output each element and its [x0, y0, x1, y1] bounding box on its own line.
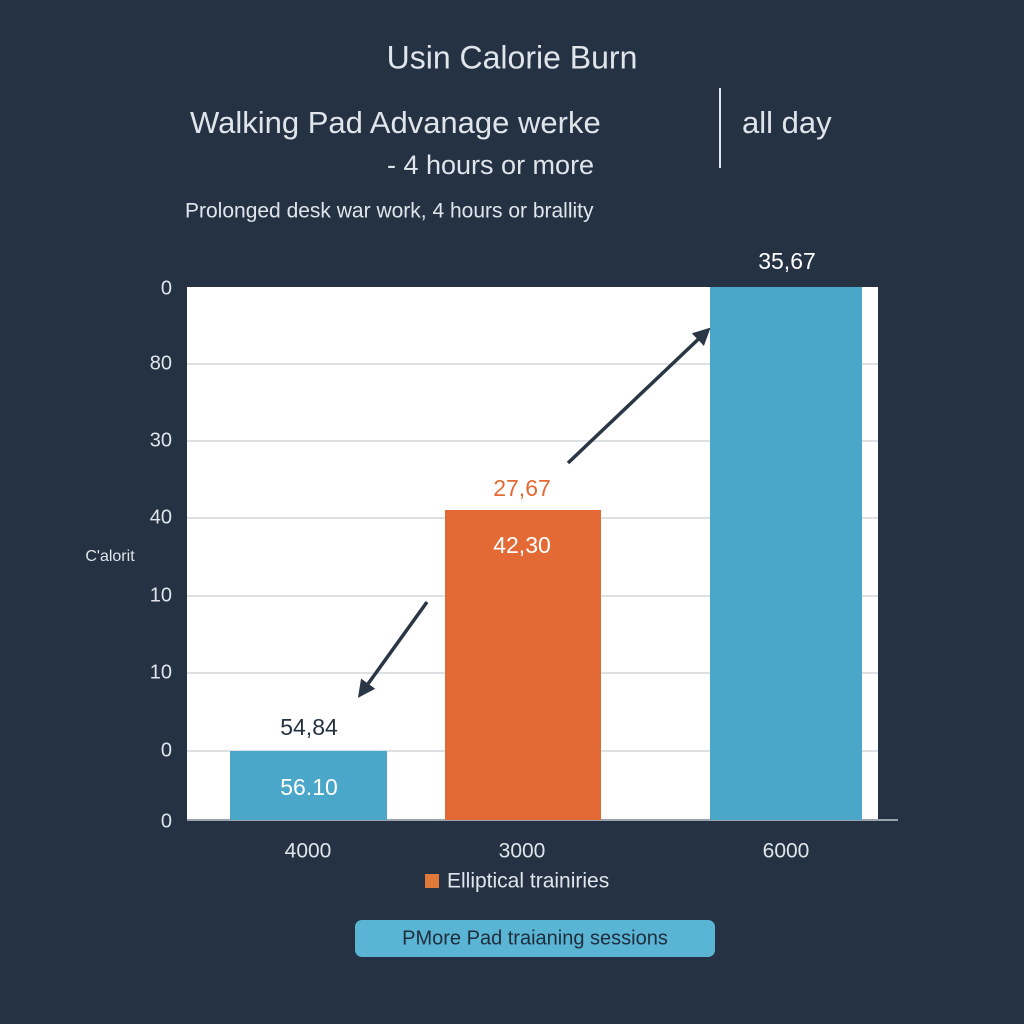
- x-tick-label: 6000: [763, 840, 810, 863]
- button-label[interactable]: PMore Pad traianing sessions: [402, 927, 668, 949]
- y-tick-label: 40: [150, 506, 172, 528]
- x-tick-label: 3000: [499, 840, 546, 863]
- button-background[interactable]: [355, 920, 715, 957]
- description: Prolonged desk war work, 4 hours or bral…: [185, 200, 594, 223]
- y-tick-label: 10: [150, 661, 172, 683]
- y-tick-label: 10: [150, 584, 172, 606]
- legend-swatch: [425, 874, 439, 888]
- y-axis-title: C'alorit: [85, 548, 135, 565]
- side-note: all day: [742, 105, 832, 140]
- subtitle: Walking Pad Advanage werke: [190, 105, 601, 140]
- button[interactable]: PMore Pad traianing sessions: [355, 920, 715, 957]
- legend-label: Elliptical trainiries: [447, 870, 609, 893]
- bar-top-label: 27,67: [493, 475, 551, 501]
- x-tick-label: 4000: [285, 840, 332, 863]
- y-tick-label: 80: [150, 352, 172, 374]
- bar-top-label: 35,67: [758, 248, 816, 274]
- title: Usin Calorie Burn: [387, 39, 638, 75]
- bar-inner-label: 42,30: [493, 532, 551, 558]
- arrow: [566, 327, 711, 465]
- y-tick-label: 30: [150, 429, 172, 451]
- arrow: [357, 600, 429, 698]
- bar: [230, 751, 387, 820]
- bar-top-label: 54,84: [280, 714, 338, 740]
- subtitle-line2: - 4 hours or more: [387, 150, 594, 180]
- bar-inner-label: 56.10: [280, 774, 338, 800]
- bar: [445, 510, 601, 820]
- y-tick-label: 0: [161, 739, 172, 761]
- y-tick-label: 0: [161, 810, 172, 832]
- y-tick-label: 0: [161, 277, 172, 299]
- bar: [710, 287, 862, 820]
